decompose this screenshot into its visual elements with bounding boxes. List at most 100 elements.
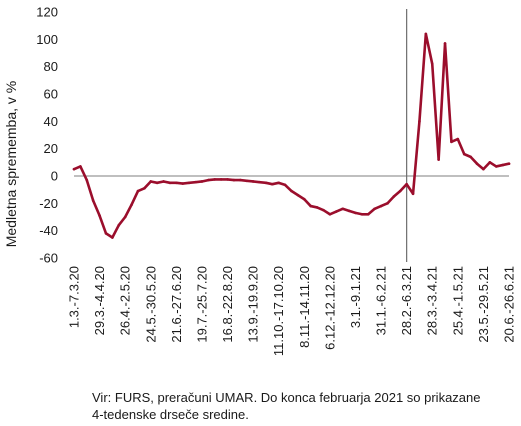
data-point — [136, 189, 140, 193]
data-point — [123, 215, 127, 219]
y-tick-label: -20 — [39, 196, 58, 211]
x-tick-label: 13.9.-19.9.20 — [246, 266, 261, 343]
y-axis: -60 -40 -20 0 20 40 60 80 100 120 — [36, 5, 58, 266]
x-tick-label: 20.6.-26.6.21 — [502, 266, 517, 343]
data-point — [155, 181, 159, 185]
data-point — [258, 180, 261, 184]
data-point — [450, 140, 453, 144]
data-point — [315, 206, 319, 209]
data-point — [104, 232, 108, 235]
x-tick-label: 11.10.-17.10.20 — [271, 266, 286, 356]
data-point — [72, 167, 76, 171]
data-point — [168, 181, 172, 185]
y-axis-title: Medletna sprememba, v % — [3, 81, 19, 248]
x-tick-label: 23.5.-29.5.21 — [476, 266, 491, 343]
data-point — [271, 182, 274, 186]
y-tick-label: -60 — [39, 251, 58, 266]
data-point — [283, 183, 287, 187]
data-point — [85, 178, 89, 182]
data-point — [334, 210, 338, 213]
data-point — [296, 193, 300, 197]
data-point — [111, 236, 114, 239]
data-point — [79, 165, 82, 168]
x-tick-label: 8.11.-14.11.20 — [297, 266, 312, 348]
data-point — [379, 204, 383, 208]
data-point — [226, 178, 229, 181]
x-tick-label: 29.3.-4.4.20 — [92, 266, 107, 335]
data-point — [143, 187, 146, 190]
data-point — [392, 195, 396, 198]
data-point — [149, 180, 153, 183]
data-point — [232, 178, 236, 182]
data-point — [309, 204, 312, 208]
data-point — [411, 192, 415, 196]
data-point — [443, 42, 447, 45]
data-point — [91, 199, 95, 202]
data-point — [398, 189, 402, 193]
data-point — [162, 180, 165, 183]
data-point — [207, 178, 210, 182]
data-point — [475, 162, 479, 165]
data-point — [98, 214, 101, 217]
source-note: Vir: FURS, preračuni UMAR. Do konca febr… — [92, 389, 512, 423]
data-point — [239, 178, 242, 182]
data-point — [437, 158, 440, 161]
x-tick-label: 31.1.-6.2.21 — [374, 266, 389, 335]
data-point — [360, 212, 364, 216]
data-point — [462, 152, 466, 156]
x-axis: 1.3.-7.3.20 29.3.-4.4.20 26.4.-2.5.20 24.5.… — [67, 175, 517, 356]
data-point — [456, 137, 460, 141]
y-tick-label: 100 — [36, 32, 58, 47]
data-point — [175, 181, 178, 185]
y-tick-label: -40 — [39, 223, 58, 238]
x-tick-label: 1.3.-7.3.20 — [67, 266, 82, 328]
data-point — [130, 203, 133, 206]
data-point — [494, 165, 498, 168]
data-point — [366, 212, 370, 216]
data-point — [117, 223, 121, 227]
data-point — [354, 211, 357, 215]
x-tick-label: 19.7.-25.7.20 — [194, 266, 209, 343]
series-line — [72, 32, 511, 239]
source-note-line-2: 4-tedenske drseče sredine. — [92, 407, 249, 422]
data-point — [302, 197, 306, 201]
data-point — [194, 180, 197, 184]
data-point — [187, 181, 191, 185]
x-tick-label: 21.6.-27.6.20 — [169, 266, 184, 343]
y-tick-label: 0 — [51, 169, 58, 184]
data-point — [290, 189, 293, 193]
x-tick-label: 3.1.-9.1.21 — [348, 266, 363, 328]
x-tick-label: 28.2.-6.3.21 — [399, 266, 414, 335]
data-point — [347, 209, 351, 213]
y-tick-label: 80 — [44, 59, 58, 74]
data-point — [424, 32, 428, 36]
data-point — [373, 207, 376, 211]
line-chart: Medletna sprememba, v % -60 -40 -20 0 20 40 60… — [3, 5, 517, 357]
y-tick-label: 40 — [44, 114, 58, 129]
y-tick-label: 120 — [36, 5, 58, 20]
data-point — [245, 179, 249, 183]
data-point — [213, 178, 217, 181]
data-point — [386, 202, 389, 205]
data-point — [328, 212, 332, 216]
data-point — [341, 207, 344, 211]
x-tick-label: 6.12.-12.12.20 — [322, 266, 337, 350]
data-point — [264, 181, 268, 185]
data-point — [322, 208, 325, 212]
data-point — [507, 162, 511, 165]
data-point — [482, 167, 485, 171]
data-point — [181, 182, 185, 185]
data-point — [251, 180, 255, 183]
data-point — [430, 62, 434, 66]
data-point — [418, 120, 421, 123]
y-tick-label: 20 — [44, 141, 58, 156]
data-point — [405, 182, 408, 186]
y-tick-label: 60 — [44, 87, 58, 102]
series-layer — [72, 32, 511, 239]
x-tick-label: 24.5.-30.5.20 — [143, 266, 158, 343]
data-point — [469, 155, 472, 159]
data-point — [488, 161, 492, 164]
data-point — [501, 163, 504, 167]
source-note-line-1: Vir: FURS, preračuni UMAR. Do konca febr… — [92, 390, 481, 405]
data-point — [277, 181, 281, 185]
